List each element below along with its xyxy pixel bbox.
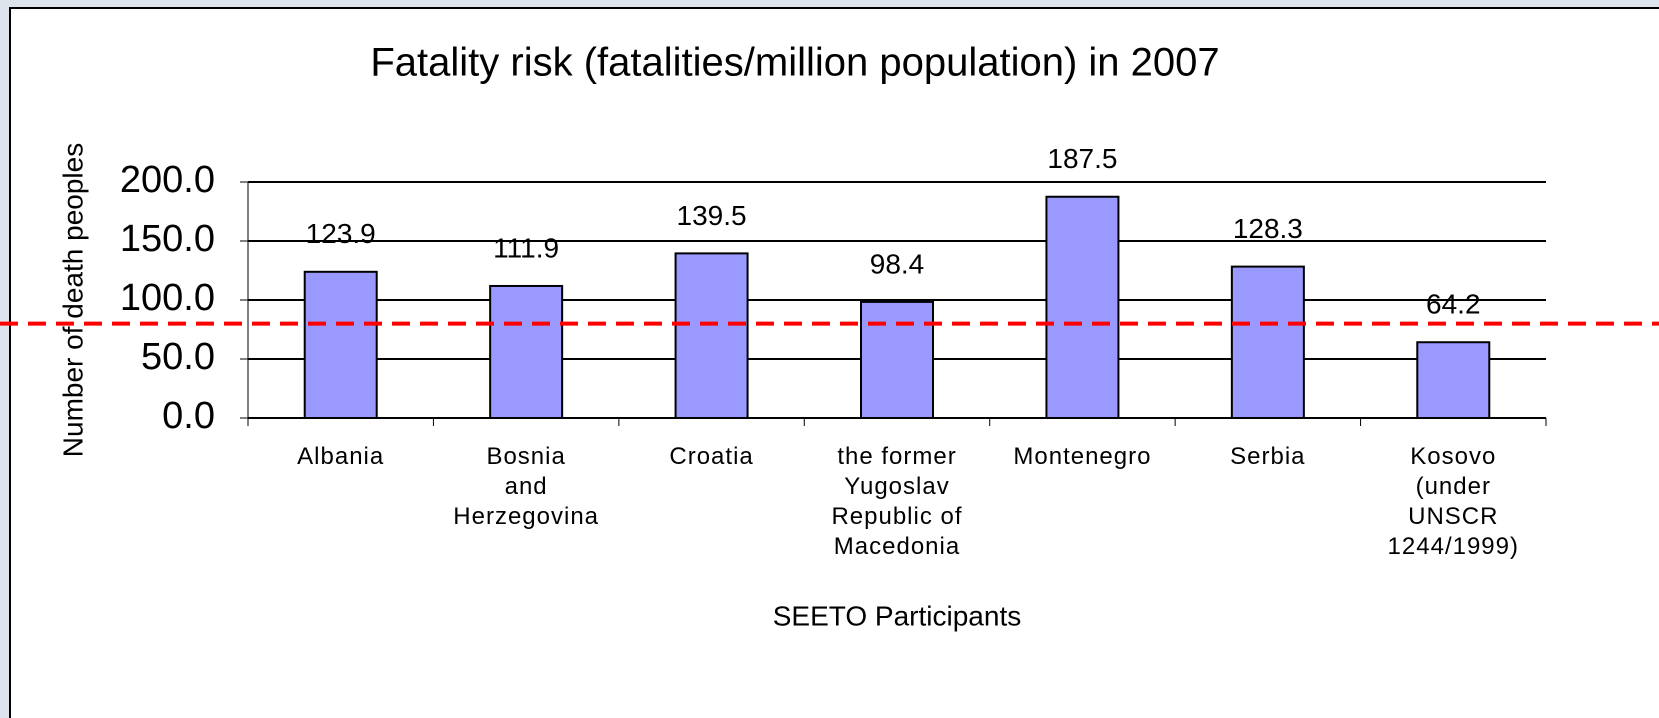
- y-tick-label: 50.0: [141, 336, 215, 378]
- x-tick-label: Kosovo (under UNSCR 1244/1999): [1387, 443, 1519, 560]
- x-tick-label: Bosnia and Herzegovina: [453, 443, 600, 530]
- x-tick-label: Albania: [297, 443, 385, 470]
- x-tick-label: Montenegro: [1013, 443, 1152, 470]
- y-axis-title: Number of death peoples: [57, 143, 88, 457]
- bar: [674, 252, 749, 419]
- bar: [303, 270, 378, 419]
- x-tick-label: the former Yugoslav Republic of Macedoni…: [831, 443, 963, 560]
- bar: [860, 300, 934, 419]
- data-label: 123.9: [306, 218, 376, 249]
- y-tick-label: 150.0: [120, 218, 215, 260]
- chart-frame: [9, 7, 1659, 718]
- y-tick-label: 100.0: [120, 277, 215, 319]
- x-tick-label: Croatia: [669, 443, 754, 470]
- y-tick-label: 200.0: [120, 159, 215, 201]
- data-label: 111.9: [493, 232, 559, 263]
- bar: [489, 284, 564, 420]
- y-tick-label: 0.0: [162, 395, 215, 437]
- data-label: 187.5: [1047, 143, 1117, 174]
- x-tick-label: Serbia: [1230, 443, 1306, 470]
- data-label: 98.4: [870, 248, 925, 279]
- chart-title: Fatality risk (fatalities/million popula…: [370, 41, 1219, 85]
- x-axis-title: SEETO Participants: [773, 600, 1021, 631]
- bar: [1230, 265, 1305, 419]
- bar: [1416, 341, 1491, 419]
- data-label: 64.2: [1426, 289, 1481, 320]
- bar: [1045, 195, 1120, 419]
- data-label: 128.3: [1233, 213, 1303, 244]
- data-label: 139.5: [677, 200, 747, 231]
